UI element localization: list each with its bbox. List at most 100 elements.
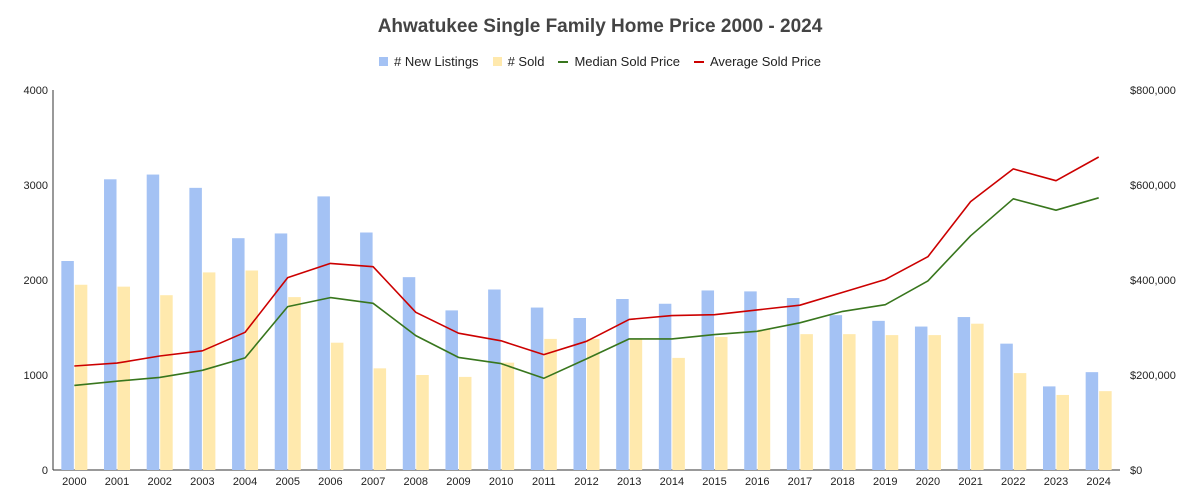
bar-sold <box>587 338 600 470</box>
bar-sold <box>330 342 344 470</box>
legend-item-median-price: Median Sold Price <box>558 54 680 69</box>
y-left-tick-label: 1000 <box>24 370 48 382</box>
bar-new-listings <box>146 174 160 471</box>
x-tick-label: 2014 <box>660 476 684 488</box>
bar-new-listings <box>189 187 202 470</box>
x-tick-label: 2010 <box>489 476 513 488</box>
legend-item-new-listings: # New Listings <box>379 54 479 69</box>
y-left-tick-label: 0 <box>42 465 48 477</box>
bar-new-listings <box>274 233 288 470</box>
bar-sold <box>672 357 685 470</box>
bar-sold <box>245 270 259 470</box>
bar-sold <box>1013 373 1027 470</box>
legend-label-new-listings: # New Listings <box>394 54 479 69</box>
legend-label-average-price: Average Sold Price <box>709 54 821 69</box>
x-tick-label: 2023 <box>1044 476 1068 488</box>
x-tick-label: 2000 <box>62 476 86 488</box>
x-tick-label: 2017 <box>788 476 812 488</box>
x-tick-label: 2004 <box>233 476 257 488</box>
y-right-tick-label: $600,000 <box>1130 180 1176 192</box>
legend-item-average-price: Average Sold Price <box>693 54 821 69</box>
x-tick-label: 2021 <box>958 476 982 488</box>
bar-new-listings <box>1000 343 1013 470</box>
y-left-tick-label: 2000 <box>24 275 48 287</box>
bar-new-listings <box>402 277 416 470</box>
bar-sold <box>458 376 472 470</box>
y-left-tick-label: 3000 <box>24 180 48 192</box>
bar-sold <box>629 338 643 470</box>
bar-sold <box>885 335 899 470</box>
bar-sold <box>74 284 88 470</box>
x-tick-label: 2019 <box>873 476 897 488</box>
bar-sold <box>117 286 131 470</box>
chart-title: Ahwatukee Single Family Home Price 2000 … <box>377 16 823 37</box>
y-right-tick-label: $800,000 <box>1130 85 1176 97</box>
bar-sold <box>373 368 387 470</box>
line-average-sold-price <box>74 156 1100 367</box>
bar-new-listings <box>658 303 672 470</box>
bar-new-listings <box>701 290 715 470</box>
x-tick-label: 2020 <box>916 476 940 488</box>
bar-new-listings <box>232 238 245 470</box>
bar-sold <box>1056 394 1069 470</box>
bar-new-listings <box>829 315 843 470</box>
x-tick-label: 2002 <box>147 476 171 488</box>
bar-new-listings <box>360 232 373 470</box>
bar-sold <box>160 295 173 470</box>
bar-sold <box>202 272 216 470</box>
x-tick-label: 2012 <box>574 476 598 488</box>
bar-new-listings <box>744 291 757 470</box>
bar-sold <box>416 375 429 470</box>
x-tick-label: 2008 <box>404 476 428 488</box>
x-tick-label: 2015 <box>702 476 726 488</box>
y-right-tick-label: $400,000 <box>1130 275 1176 287</box>
legend-label-sold: # Sold <box>507 54 545 69</box>
legend-swatch-new-listings <box>379 57 389 66</box>
x-tick-label: 2003 <box>190 476 214 488</box>
bar-new-listings <box>616 299 629 470</box>
x-tick-label: 2016 <box>745 476 769 488</box>
bar-sold <box>501 362 515 470</box>
bar-new-listings <box>488 289 501 470</box>
bar-new-listings <box>786 298 800 470</box>
bar-new-listings <box>1042 386 1056 470</box>
bar-new-listings <box>104 179 117 471</box>
legend: # New Listings # Sold Median Sold Price … <box>0 54 1200 69</box>
legend-item-sold: # Sold <box>492 54 545 69</box>
bar-new-listings <box>573 318 586 470</box>
x-tick-label: 2024 <box>1086 476 1110 488</box>
bar-new-listings <box>317 196 330 470</box>
bar-sold <box>843 334 856 470</box>
x-tick-label: 2018 <box>830 476 854 488</box>
x-tick-label: 2011 <box>532 476 556 488</box>
y-right-tick-label: $0 <box>1130 465 1142 477</box>
bar-sold <box>971 323 984 470</box>
x-tick-label: 2013 <box>617 476 641 488</box>
bar-sold <box>1099 391 1112 470</box>
y-left-tick-label: 4000 <box>24 85 48 97</box>
bar-new-listings <box>914 326 928 470</box>
bar-new-listings <box>1085 372 1099 470</box>
x-tick-label: 2005 <box>275 476 299 488</box>
bar-sold <box>288 297 301 470</box>
y-right-tick-label: $200,000 <box>1130 370 1176 382</box>
line-median-sold-price <box>74 197 1099 387</box>
legend-swatch-average-price <box>693 60 704 63</box>
x-tick-label: 2022 <box>1001 476 1025 488</box>
bar-new-listings <box>445 310 458 470</box>
bar-sold <box>928 335 941 470</box>
bar-new-listings <box>957 317 971 470</box>
legend-label-median-price: Median Sold Price <box>574 54 680 69</box>
x-tick-label: 2001 <box>105 476 129 488</box>
bar-new-listings <box>530 307 544 470</box>
legend-swatch-sold <box>492 57 502 66</box>
x-tick-label: 2009 <box>446 476 470 488</box>
bar-new-listings <box>872 320 885 470</box>
bar-sold <box>757 329 771 470</box>
bar-sold <box>715 337 728 470</box>
x-tick-label: 2007 <box>361 476 385 488</box>
x-tick-label: 2006 <box>318 476 342 488</box>
bar-sold <box>800 334 813 470</box>
